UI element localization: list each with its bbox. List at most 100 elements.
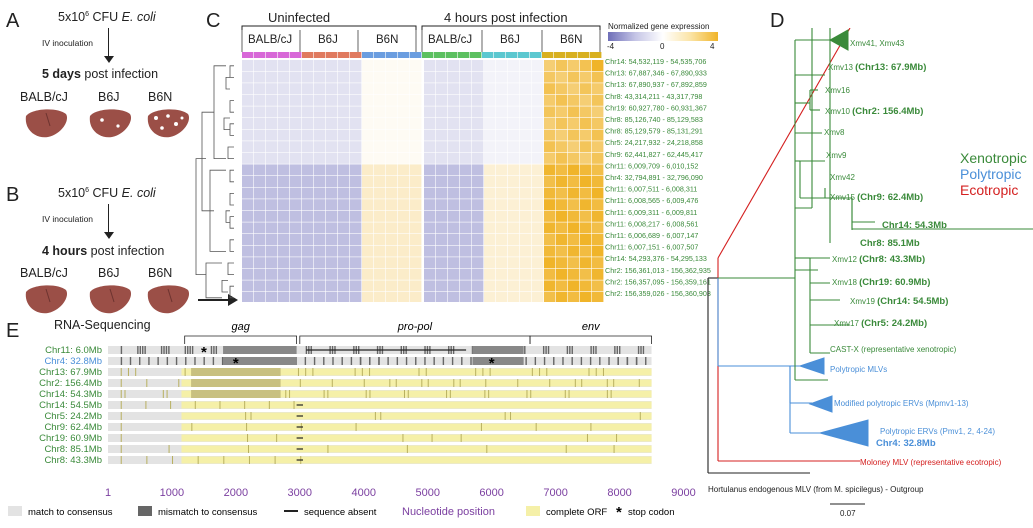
mismatch-tick [172, 456, 174, 464]
panel-a-letter: A [6, 10, 20, 32]
heatmap-cell [278, 141, 290, 153]
mismatch-tick [387, 357, 389, 365]
heatmap-cell [410, 106, 422, 118]
heatmap-cell [242, 106, 254, 118]
heatmap-cell [242, 199, 254, 211]
heatmap-cell [398, 245, 410, 257]
heatmap-cell [544, 280, 556, 292]
heatmap-cell [386, 176, 398, 187]
heatmap-cell [338, 60, 350, 71]
heatmap-row-label: Chr11: 6,008,217 - 6,008,561 [605, 219, 698, 228]
heatmap-cell [520, 257, 532, 269]
heatmap-cell [302, 222, 314, 234]
heatmap-cell [254, 164, 266, 176]
heatmap-cell [350, 222, 362, 234]
heatmap-cell [242, 152, 254, 164]
heatmap-cell [592, 245, 604, 257]
heatmap-cell [362, 176, 374, 187]
mismatch-tick [403, 390, 405, 398]
heatmap-cell [314, 60, 326, 71]
heatmap-cell [242, 164, 254, 176]
stop-codon-icon: * [201, 344, 207, 361]
heatmap-cell [472, 280, 484, 292]
orf-region [181, 445, 652, 453]
heatmap-cell [448, 60, 460, 71]
tree-tip-label: Hortulanus endogenous MLV (from M. spici… [708, 485, 924, 494]
heatmap-cell [278, 187, 290, 199]
heatmap-cell [520, 187, 532, 199]
mismatch-tick [355, 423, 357, 431]
heatmap-cell [508, 280, 520, 292]
tree-tip-label: Modified polytropic ERVs (Mpmv1-13) [834, 399, 969, 408]
heatmap-cell [592, 210, 604, 222]
heatmap-cell [254, 245, 266, 257]
heatmap-cell [580, 234, 592, 245]
heatmap-cell [496, 257, 508, 269]
heatmap-cell [484, 152, 496, 164]
heatmap-cell [278, 129, 290, 141]
heatmap-cell [472, 210, 484, 222]
heatmap-cell [278, 164, 290, 176]
heatmap-cell [436, 118, 448, 129]
legend-match-label: match to consensus [28, 507, 113, 518]
mismatch-tick [406, 445, 408, 453]
orf-region [181, 390, 652, 398]
mismatch-tick [549, 379, 551, 387]
mismatch-tick [589, 357, 592, 365]
legend-stop-icon: * [616, 504, 622, 521]
heatmap-cell [436, 210, 448, 222]
tree-tip-label: CAST-X (representative xenotropic) [830, 345, 957, 354]
mismatch-tick [431, 434, 433, 442]
heatmap-cell [386, 129, 398, 141]
mismatch-tick [614, 346, 616, 354]
heatmap-cell [326, 210, 338, 222]
heatmap-cell [398, 164, 410, 176]
heatmap-cell [592, 234, 604, 245]
heatmap-cell [374, 176, 386, 187]
orf-region [181, 401, 652, 409]
heatmap-cell [436, 292, 448, 302]
mismatch-tick [219, 401, 221, 409]
heatmap-cell [362, 292, 374, 302]
tree-tip-label: Xmv12 (Chr8: 43.3Mb) [832, 254, 925, 265]
mismatch-tick [645, 357, 647, 365]
heatmap-cell [398, 83, 410, 95]
axis-tick-label: 3000 [288, 487, 312, 499]
legend-mismatch-label: mismatch to consensus [158, 507, 258, 518]
heatmap-cell [580, 292, 592, 302]
heatmap-cell [290, 94, 302, 106]
heatmap-cell [338, 94, 350, 106]
mismatch-tick [543, 357, 546, 365]
strain-color-bar [266, 52, 278, 58]
heatmap-cell [386, 187, 398, 199]
heatmap-cell [568, 71, 580, 83]
mismatch-tick [571, 357, 573, 365]
heatmap-cell [374, 268, 386, 280]
mismatch-tick [189, 346, 191, 354]
heatmap-cell [350, 164, 362, 176]
heatmap-cell [532, 222, 544, 234]
heatmap-cell [386, 292, 398, 302]
heatmap-cell [592, 257, 604, 269]
heatmap-cell [254, 118, 266, 129]
heatmap-cell [290, 234, 302, 245]
heatmap-cell [266, 118, 278, 129]
axis-tick-label: 4000 [352, 487, 376, 499]
mismatch-tick [331, 379, 333, 387]
mismatch-tick [350, 357, 353, 365]
heatmap-cell [544, 118, 556, 129]
heatmap-cell [424, 152, 436, 164]
heatmap-cell [424, 106, 436, 118]
heatmap-cell [580, 187, 592, 199]
strain-color-bar [542, 52, 554, 58]
heatmap-cell [460, 199, 472, 211]
heatmap-cell [508, 210, 520, 222]
heatmap-cell [580, 164, 592, 176]
heatmap-cell [278, 245, 290, 257]
mismatch-tick [449, 390, 451, 398]
heatmap-cell [424, 222, 436, 234]
heatmap-cell [580, 129, 592, 141]
heatmap-cell [350, 234, 362, 245]
heatmap-cell [424, 83, 436, 95]
mismatch-tick [276, 434, 278, 442]
